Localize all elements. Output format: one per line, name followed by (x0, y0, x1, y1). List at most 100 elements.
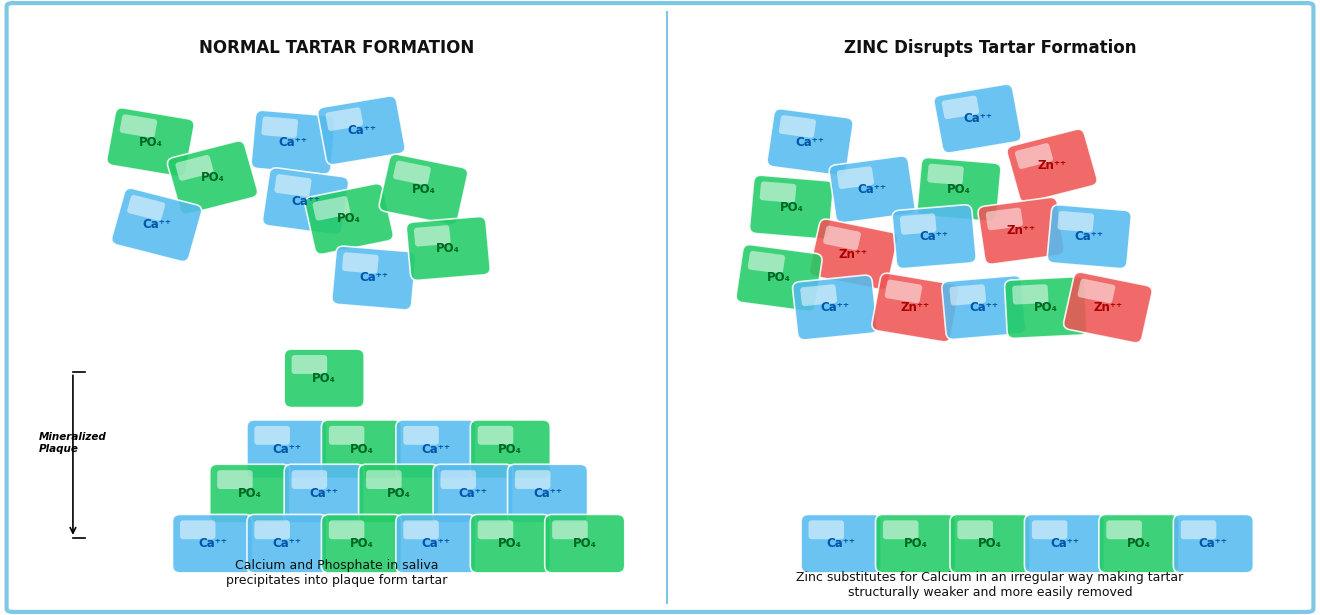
Text: Ca⁺⁺: Ca⁺⁺ (143, 218, 172, 231)
Text: Ca⁺⁺: Ca⁺⁺ (533, 487, 562, 500)
Text: PO₄: PO₄ (1127, 537, 1151, 550)
Text: Ca⁺⁺: Ca⁺⁺ (279, 136, 308, 149)
FancyBboxPatch shape (103, 104, 198, 180)
Text: Ca⁺⁺: Ca⁺⁺ (826, 537, 855, 550)
Text: Calcium and Phosphate in saliva
precipitates into plaque form tartar: Calcium and Phosphate in saliva precipit… (226, 559, 447, 587)
FancyBboxPatch shape (120, 114, 157, 138)
FancyBboxPatch shape (275, 174, 312, 197)
FancyBboxPatch shape (210, 464, 290, 523)
FancyBboxPatch shape (504, 461, 591, 526)
FancyBboxPatch shape (837, 166, 874, 189)
Text: NORMAL TARTAR FORMATION: NORMAL TARTAR FORMATION (199, 39, 474, 57)
Text: Ca⁺⁺: Ca⁺⁺ (969, 301, 998, 314)
Text: PO₄: PO₄ (313, 372, 337, 385)
FancyBboxPatch shape (342, 252, 379, 274)
Text: PO₄: PO₄ (139, 136, 162, 149)
FancyBboxPatch shape (355, 461, 442, 526)
FancyBboxPatch shape (946, 511, 1034, 576)
FancyBboxPatch shape (1020, 511, 1109, 576)
FancyBboxPatch shape (466, 416, 554, 482)
FancyBboxPatch shape (318, 416, 405, 482)
FancyBboxPatch shape (478, 520, 513, 539)
Text: PO₄: PO₄ (238, 487, 261, 500)
FancyBboxPatch shape (404, 520, 438, 539)
FancyBboxPatch shape (433, 464, 513, 523)
FancyBboxPatch shape (792, 275, 878, 340)
FancyBboxPatch shape (883, 520, 919, 539)
FancyBboxPatch shape (552, 520, 587, 539)
FancyBboxPatch shape (404, 426, 438, 445)
FancyBboxPatch shape (1057, 211, 1094, 232)
FancyBboxPatch shape (1005, 277, 1088, 338)
FancyBboxPatch shape (779, 115, 816, 138)
FancyBboxPatch shape (107, 108, 194, 177)
FancyBboxPatch shape (1106, 520, 1142, 539)
FancyBboxPatch shape (263, 168, 348, 234)
FancyBboxPatch shape (809, 219, 898, 290)
FancyBboxPatch shape (284, 349, 364, 408)
FancyBboxPatch shape (392, 416, 479, 482)
FancyBboxPatch shape (403, 213, 494, 284)
FancyBboxPatch shape (1003, 125, 1101, 207)
FancyBboxPatch shape (107, 184, 206, 266)
FancyBboxPatch shape (917, 157, 1001, 221)
Text: PO₄: PO₄ (978, 537, 1002, 550)
FancyBboxPatch shape (280, 346, 368, 411)
FancyBboxPatch shape (318, 96, 405, 165)
FancyBboxPatch shape (763, 105, 857, 180)
Text: PO₄: PO₄ (1034, 301, 1057, 314)
FancyBboxPatch shape (746, 172, 837, 243)
FancyBboxPatch shape (366, 470, 401, 489)
FancyBboxPatch shape (305, 184, 393, 254)
FancyBboxPatch shape (929, 81, 1026, 157)
FancyBboxPatch shape (164, 137, 261, 218)
FancyBboxPatch shape (180, 520, 215, 539)
Text: PO₄: PO₄ (946, 183, 972, 196)
FancyBboxPatch shape (243, 511, 331, 576)
Text: Ca⁺⁺: Ca⁺⁺ (359, 271, 388, 285)
FancyBboxPatch shape (809, 520, 843, 539)
FancyBboxPatch shape (875, 514, 956, 573)
FancyBboxPatch shape (396, 514, 477, 573)
Text: Ca⁺⁺: Ca⁺⁺ (198, 537, 227, 550)
FancyBboxPatch shape (375, 150, 471, 229)
FancyBboxPatch shape (478, 426, 513, 445)
Text: Ca⁺⁺: Ca⁺⁺ (458, 487, 487, 500)
FancyBboxPatch shape (168, 141, 257, 214)
FancyBboxPatch shape (429, 461, 517, 526)
Text: Ca⁺⁺: Ca⁺⁺ (421, 537, 450, 550)
FancyBboxPatch shape (805, 215, 902, 293)
Text: Zn⁺⁺: Zn⁺⁺ (902, 301, 931, 314)
FancyBboxPatch shape (1001, 273, 1090, 342)
FancyBboxPatch shape (950, 514, 1030, 573)
FancyBboxPatch shape (127, 195, 165, 221)
FancyBboxPatch shape (760, 181, 796, 203)
Text: PO₄: PO₄ (337, 212, 360, 226)
FancyBboxPatch shape (1173, 514, 1254, 573)
Text: Ca⁺⁺: Ca⁺⁺ (796, 136, 825, 149)
FancyBboxPatch shape (314, 92, 409, 169)
FancyBboxPatch shape (407, 216, 490, 280)
FancyBboxPatch shape (1032, 520, 1068, 539)
Text: Ca⁺⁺: Ca⁺⁺ (310, 487, 339, 500)
FancyBboxPatch shape (243, 416, 331, 482)
FancyBboxPatch shape (913, 154, 1005, 225)
Text: Ca⁺⁺: Ca⁺⁺ (272, 537, 301, 550)
FancyBboxPatch shape (393, 161, 430, 185)
FancyBboxPatch shape (800, 284, 837, 306)
Text: PO₄: PO₄ (573, 537, 597, 550)
FancyBboxPatch shape (359, 464, 438, 523)
Text: ZINC Disrupts Tartar Formation: ZINC Disrupts Tartar Formation (843, 39, 1137, 57)
Text: Ca⁺⁺: Ca⁺⁺ (858, 183, 887, 196)
Text: PO₄: PO₄ (201, 171, 224, 184)
FancyBboxPatch shape (1043, 201, 1135, 272)
FancyBboxPatch shape (247, 420, 327, 478)
FancyBboxPatch shape (1181, 520, 1216, 539)
FancyBboxPatch shape (321, 514, 401, 573)
FancyBboxPatch shape (470, 420, 550, 478)
FancyBboxPatch shape (1047, 205, 1131, 269)
FancyBboxPatch shape (255, 426, 290, 445)
FancyBboxPatch shape (978, 197, 1064, 264)
FancyBboxPatch shape (1098, 514, 1179, 573)
FancyBboxPatch shape (251, 110, 335, 174)
